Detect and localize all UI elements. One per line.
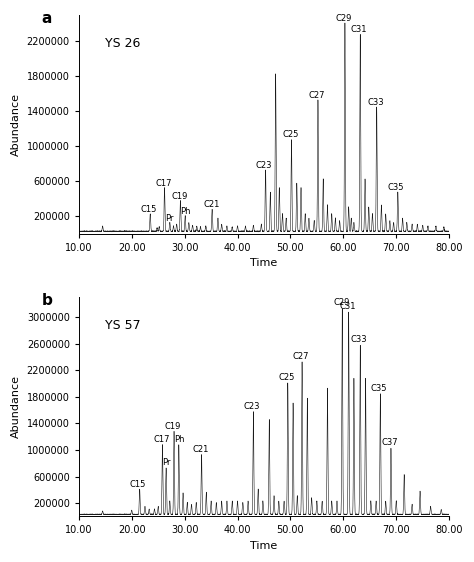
Text: C29: C29 [333, 298, 349, 307]
Text: C23: C23 [244, 402, 260, 411]
Text: b: b [42, 293, 53, 308]
Text: YS 57: YS 57 [105, 319, 140, 332]
Text: C21: C21 [203, 201, 220, 210]
Text: C33: C33 [367, 98, 384, 107]
Text: Ph: Ph [180, 207, 191, 216]
Text: C25: C25 [282, 130, 299, 139]
Text: C23: C23 [256, 161, 272, 170]
Text: C31: C31 [351, 25, 367, 34]
X-axis label: Time: Time [250, 541, 278, 551]
Text: Ph: Ph [174, 435, 184, 444]
Text: C31: C31 [340, 302, 356, 311]
X-axis label: Time: Time [250, 259, 278, 269]
Text: C21: C21 [192, 445, 209, 454]
Text: Pr: Pr [162, 458, 170, 467]
Text: C19: C19 [165, 422, 181, 430]
Text: C17: C17 [156, 179, 172, 188]
Text: Pr: Pr [165, 214, 174, 223]
Text: C27: C27 [309, 91, 325, 100]
Y-axis label: Abundance: Abundance [11, 93, 21, 156]
Y-axis label: Abundance: Abundance [11, 375, 21, 438]
Text: YS 26: YS 26 [105, 37, 140, 50]
Text: C19: C19 [172, 192, 188, 201]
Text: C37: C37 [381, 438, 398, 447]
Text: C15: C15 [140, 205, 157, 214]
Text: a: a [42, 11, 52, 26]
Text: C33: C33 [351, 335, 367, 344]
Text: C25: C25 [279, 373, 295, 382]
Text: C29: C29 [336, 14, 352, 23]
Text: C27: C27 [293, 352, 309, 361]
Text: C35: C35 [371, 384, 387, 393]
Text: C17: C17 [153, 435, 170, 444]
Text: C35: C35 [388, 183, 404, 192]
Text: C15: C15 [130, 480, 146, 489]
